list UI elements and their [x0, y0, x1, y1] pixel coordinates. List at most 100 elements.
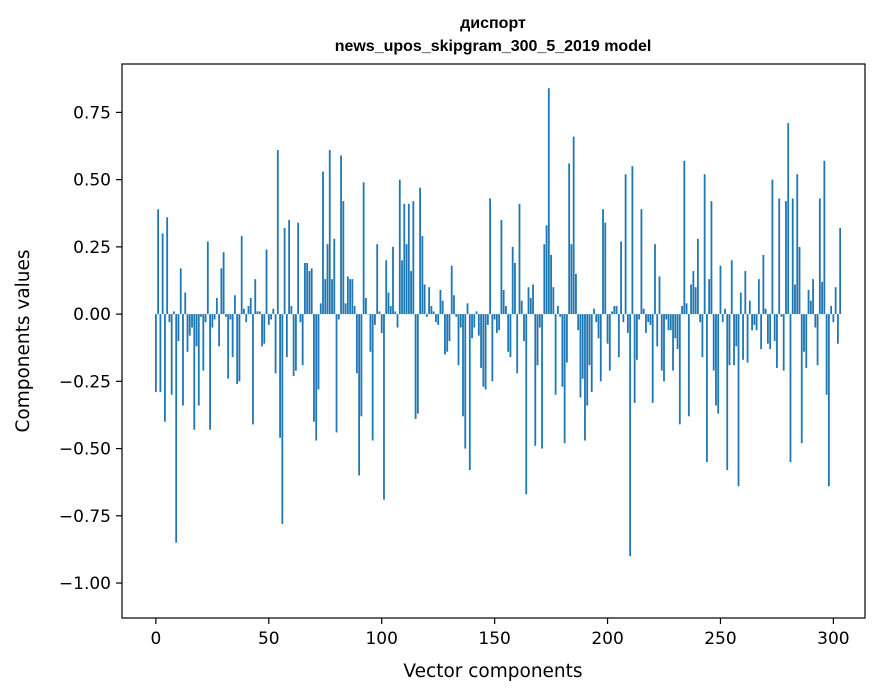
bar — [457, 314, 460, 366]
bar — [272, 308, 275, 315]
chart-title-line-1: диспорт — [460, 15, 526, 32]
x-tick-label: 100 — [365, 629, 397, 649]
bar — [326, 244, 329, 315]
bar — [690, 284, 693, 315]
bar — [706, 314, 708, 463]
bar — [486, 314, 489, 325]
bar — [586, 314, 589, 406]
bar — [674, 314, 677, 339]
bar — [229, 314, 232, 320]
bar — [552, 287, 555, 315]
bar — [724, 308, 726, 315]
bar — [712, 314, 715, 371]
bar — [710, 201, 713, 315]
bar — [328, 150, 331, 315]
bar — [629, 314, 632, 557]
bar — [432, 311, 435, 315]
bar — [658, 276, 661, 315]
bar — [809, 300, 812, 315]
bar — [394, 311, 397, 315]
bar — [563, 314, 566, 444]
bar — [581, 314, 584, 379]
bar — [498, 314, 501, 331]
bar — [346, 276, 349, 315]
bar — [505, 306, 507, 315]
bar — [687, 314, 690, 417]
bar — [523, 314, 525, 341]
bar — [491, 314, 494, 382]
x-axis-ticks: 0 50 100 150 200 250 300 — [150, 618, 850, 649]
bar — [261, 314, 263, 347]
bar — [258, 311, 261, 315]
bar — [331, 279, 333, 315]
bar — [678, 314, 681, 425]
bar — [398, 179, 401, 315]
bar — [191, 314, 193, 328]
chart-title-line-2: news_upos_skipgram_300_5_2019 model — [335, 38, 652, 55]
bar — [267, 314, 270, 325]
bar — [238, 314, 241, 382]
bar — [276, 150, 279, 315]
bar — [502, 289, 505, 315]
x-tick-label: 0 — [150, 629, 161, 649]
bar — [599, 314, 602, 382]
bar — [789, 314, 792, 463]
bar — [364, 297, 367, 315]
bar — [663, 314, 665, 382]
bar — [559, 314, 562, 317]
bar — [816, 314, 819, 366]
bar — [471, 314, 473, 339]
bar — [640, 209, 643, 315]
bar — [584, 314, 586, 441]
bar — [164, 314, 166, 422]
bar — [349, 279, 351, 315]
bar — [753, 314, 756, 325]
bar — [306, 263, 309, 315]
bar — [211, 314, 214, 328]
bar — [703, 174, 706, 315]
bar — [694, 287, 697, 315]
bar — [392, 246, 394, 315]
bar — [421, 236, 424, 315]
bar — [197, 314, 200, 406]
bar — [830, 306, 833, 315]
bar — [742, 314, 744, 360]
bar — [288, 219, 291, 315]
bar — [231, 314, 234, 358]
bar — [265, 249, 268, 315]
bar — [834, 287, 837, 315]
bar — [355, 314, 358, 374]
bar — [410, 271, 412, 315]
bar — [227, 314, 230, 379]
bar — [511, 246, 514, 315]
bar — [405, 244, 408, 315]
bar — [215, 297, 218, 315]
bar — [812, 279, 814, 315]
bar — [380, 314, 383, 333]
bar — [453, 295, 455, 315]
bar — [168, 314, 171, 323]
bar — [595, 314, 598, 323]
bar — [780, 314, 783, 317]
y-tick-label: −0.50 — [59, 440, 111, 460]
bar — [760, 314, 763, 350]
bar — [825, 314, 828, 395]
bar — [818, 198, 821, 315]
bar — [821, 281, 823, 315]
y-tick-label: −1.00 — [59, 574, 111, 594]
bar — [351, 279, 354, 315]
y-axis-label: Components values — [13, 249, 34, 432]
bar — [493, 314, 496, 320]
bar — [575, 273, 577, 315]
bar — [827, 314, 830, 487]
bar — [717, 314, 720, 414]
bar — [234, 295, 236, 315]
bar — [324, 279, 327, 315]
bar — [805, 314, 808, 368]
bar — [681, 306, 683, 315]
bar — [333, 238, 336, 315]
bar — [556, 306, 559, 315]
bar — [577, 314, 580, 331]
bar — [184, 292, 187, 315]
bar — [776, 314, 778, 368]
